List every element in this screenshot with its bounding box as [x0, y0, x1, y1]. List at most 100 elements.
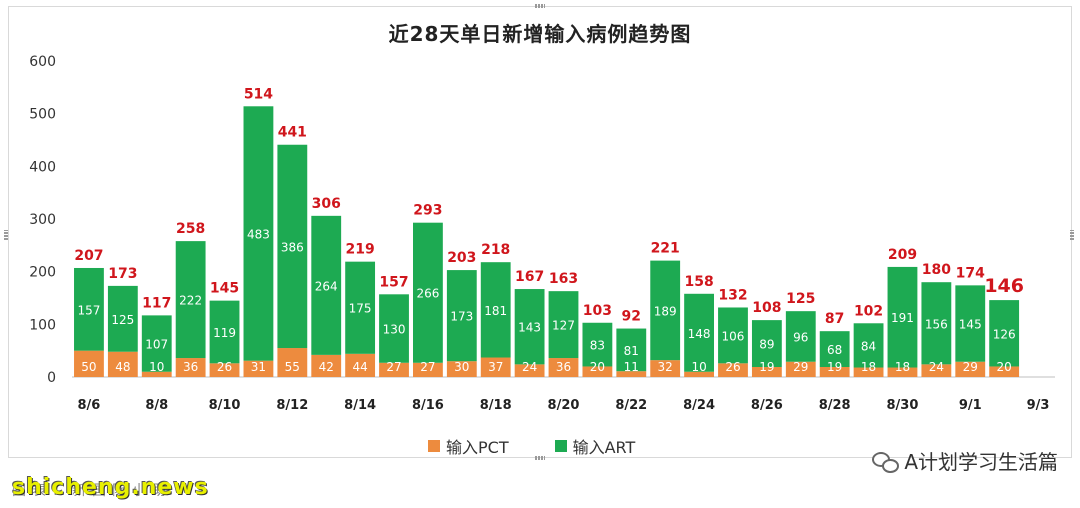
bar-pct-segment	[141, 371, 172, 377]
y-tick-label: 300	[29, 212, 56, 228]
bar-art-segment	[853, 323, 884, 368]
legend-item-pct[interactable]: 输入PCT	[428, 434, 509, 458]
x-tick-label: 8/16	[412, 398, 444, 413]
data-label-art: 143	[518, 321, 541, 335]
data-label-art: 157	[77, 303, 100, 317]
data-label-pct: 42	[319, 360, 334, 374]
bar-art-segment	[785, 311, 816, 362]
data-label-pct: 55	[285, 360, 300, 374]
data-label-art: 84	[861, 339, 876, 353]
data-label-art: 119	[213, 326, 236, 340]
data-label-pct: 20	[590, 360, 605, 374]
data-label-total: 103	[583, 303, 612, 319]
bar-art-segment	[650, 260, 681, 361]
bar-art-segment	[412, 222, 443, 363]
chart-frame	[8, 6, 1072, 458]
data-label-total: 441	[278, 125, 307, 141]
x-tick-label: 8/8	[145, 398, 168, 413]
data-label-art: 130	[383, 323, 406, 337]
resize-handle-right[interactable]	[1070, 230, 1074, 240]
data-label-art: 125	[111, 313, 134, 327]
bar-art-segment	[209, 300, 240, 364]
bar-art-segment	[277, 144, 308, 349]
bar-pct-segment	[209, 363, 240, 377]
data-label-pct: 18	[861, 360, 876, 374]
bar-art-segment	[514, 289, 545, 365]
bar-pct-segment	[243, 360, 274, 377]
data-label-art: 483	[247, 227, 270, 241]
data-label-pct: 19	[759, 360, 774, 374]
data-label-total: 158	[684, 274, 713, 290]
data-label-pct: 36	[556, 360, 571, 374]
data-label-total: 174	[956, 265, 985, 281]
bar-art-segment	[582, 322, 613, 367]
data-label-pct: 11	[624, 360, 639, 374]
bar-pct-segment	[345, 353, 376, 377]
y-tick-label: 0	[47, 370, 56, 386]
bar-art-segment	[480, 262, 511, 358]
chart-title: 近28天单日新增输入病例趋势图	[388, 22, 692, 46]
data-label-total: 102	[854, 303, 883, 319]
bar-art-segment	[379, 294, 409, 363]
bar-pct-segment	[955, 361, 986, 377]
data-label-art: 173	[450, 310, 473, 324]
bar-pct-segment	[277, 348, 308, 377]
bar-pct-segment	[412, 362, 443, 377]
data-label-pct: 37	[488, 360, 503, 374]
bar-art-segment	[548, 291, 579, 359]
bar-art-segment	[616, 328, 647, 372]
bar-art-segment	[751, 320, 782, 367]
data-label-pct: 48	[115, 360, 130, 374]
bar-pct-segment	[480, 357, 511, 377]
data-label-pct: 27	[420, 360, 435, 374]
data-label-art: 106	[722, 329, 745, 343]
x-tick-label: 8/22	[615, 398, 647, 413]
legend-item-art[interactable]: 输入ART	[554, 434, 636, 458]
data-label-pct: 24	[522, 360, 537, 374]
brand-attribution: A计划学习生活篇	[872, 446, 1058, 475]
data-label-total: 132	[718, 287, 747, 303]
bar-pct-segment	[616, 371, 647, 377]
data-label-total: 258	[176, 221, 205, 237]
bar-pct-segment	[819, 366, 850, 377]
data-label-pct: 29	[963, 360, 978, 374]
resize-handle-top[interactable]	[535, 4, 545, 8]
data-label-pct: 10	[691, 360, 706, 374]
x-tick-label: 8/26	[751, 398, 783, 413]
data-label-art: 175	[349, 302, 372, 316]
bar-art-segment	[921, 282, 952, 365]
bar-art-segment	[175, 241, 206, 359]
bar-art-segment	[311, 215, 342, 355]
data-label-art: 89	[759, 338, 774, 352]
legend-label-art: 输入ART	[572, 438, 636, 457]
bar-pct-segment	[989, 366, 1020, 377]
data-label-art: 156	[925, 317, 948, 331]
data-label-art: 266	[416, 287, 439, 301]
data-label-pct: 44	[352, 360, 367, 374]
data-label-art: 96	[793, 330, 808, 344]
x-tick-label: 8/28	[819, 398, 851, 413]
resize-handle-bottom[interactable]	[535, 456, 545, 460]
brand-text: A计划学习生活篇	[904, 450, 1058, 474]
bar-pct-segment	[785, 361, 816, 377]
data-label-total: 203	[447, 250, 476, 266]
bar-art-segment	[74, 267, 104, 351]
data-label-total: 219	[346, 242, 375, 258]
data-label-total: 117	[142, 295, 171, 311]
bar-pct-segment	[718, 363, 748, 377]
bar-pct-segment	[751, 366, 782, 377]
bar-art-segment	[684, 293, 715, 372]
source-credit: 图表：新国际小助	[12, 483, 172, 499]
y-tick-label: 200	[29, 265, 56, 281]
data-label-pct: 50	[81, 360, 96, 374]
data-label-total: 146	[984, 275, 1024, 297]
data-label-art: 83	[590, 339, 605, 353]
bar-pct-segment	[684, 371, 715, 377]
data-label-total: 87	[825, 311, 844, 327]
data-label-pct: 18	[895, 360, 910, 374]
resize-handle-left[interactable]	[4, 230, 8, 240]
data-label-art: 107	[145, 338, 168, 352]
bar-art-segment	[107, 285, 138, 352]
x-tick-label: 8/14	[344, 398, 376, 413]
data-label-art: 81	[624, 344, 639, 358]
